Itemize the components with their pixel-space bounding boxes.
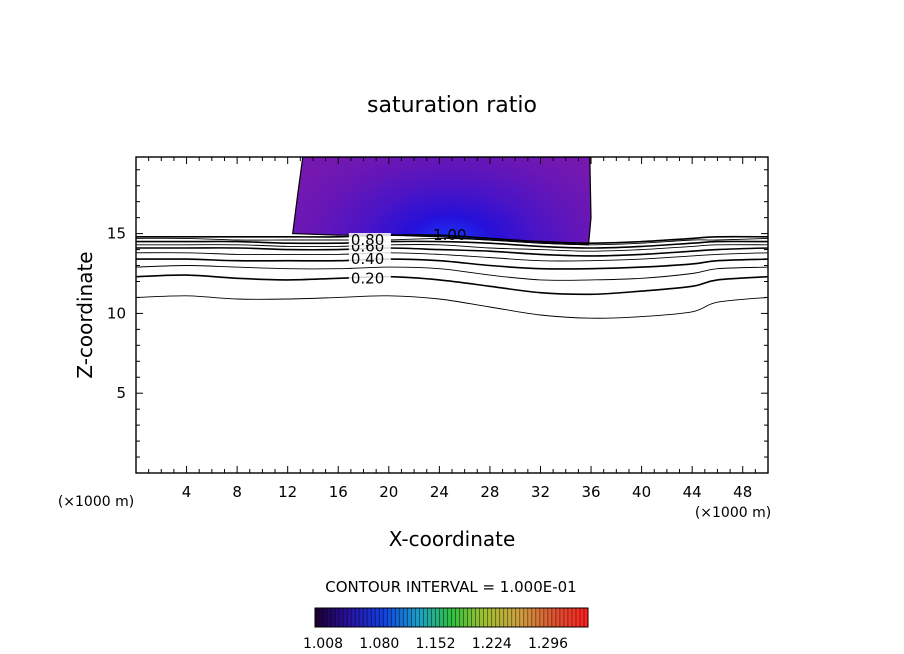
x-tick-label: 20 xyxy=(379,483,398,501)
colorbar-labels: 1.008 1.080 1.152 1.224 1.296 xyxy=(303,636,568,652)
contour-label: 0.40 xyxy=(351,250,384,268)
x-tick-label: 32 xyxy=(531,483,550,501)
contour-label-bg xyxy=(348,232,391,245)
contour-line-0.6 xyxy=(136,247,768,257)
x-unit-left: (×1000 m) xyxy=(58,494,134,510)
contour-label: 0.80 xyxy=(351,231,384,249)
y-tick-label: 15 xyxy=(107,225,126,243)
x-unit-right: (×1000 m) xyxy=(695,505,771,521)
y-tick-label: 5 xyxy=(116,384,126,402)
contour-line-0.4 xyxy=(136,258,768,270)
contour-label-bg xyxy=(348,252,391,265)
contour-line-0.3 xyxy=(136,265,768,281)
contour-line-0.8 xyxy=(136,240,768,249)
x-tick-label: 48 xyxy=(733,483,752,501)
colorbar-tick-label: 1.080 xyxy=(359,636,399,652)
chart-title: saturation ratio xyxy=(367,93,537,118)
x-tick-label: 44 xyxy=(683,483,702,501)
x-tick-label: 24 xyxy=(430,483,449,501)
contour-labels: 0.200.400.600.80 1.00 xyxy=(348,226,466,287)
x-tick-label: 28 xyxy=(480,483,499,501)
x-tick-label: 12 xyxy=(278,483,297,501)
x-tick-label: 36 xyxy=(581,483,600,501)
contour-lines xyxy=(136,234,768,319)
x-tick-label: 40 xyxy=(632,483,651,501)
colorbar-tick-label: 1.008 xyxy=(303,636,343,652)
contour-line-0.9 xyxy=(136,237,768,246)
x-tick-label: 16 xyxy=(329,483,348,501)
contour-interval-text: CONTOUR INTERVAL = 1.000E-01 xyxy=(325,578,576,596)
contour-label: 1.00 xyxy=(433,226,466,244)
y-axis-label: Z-coordinate xyxy=(73,251,97,378)
contour-line-0.1 xyxy=(136,295,768,319)
colorbar-tick-label: 1.152 xyxy=(415,636,455,652)
colorbar-tick-label: 1.296 xyxy=(528,636,568,652)
contour-line-0.7 xyxy=(136,244,768,252)
contour-label-bg xyxy=(348,271,391,284)
x-tick-label: 8 xyxy=(232,483,242,501)
contour-label: 0.20 xyxy=(351,269,384,287)
x-axis-label: X-coordinate xyxy=(389,527,516,551)
contour-line-0.2 xyxy=(136,274,768,296)
colorbar-tick-label: 1.224 xyxy=(472,636,512,652)
y-tick-label: 10 xyxy=(107,304,126,322)
contour-line-1.0 xyxy=(136,234,768,245)
contour-line-0.5 xyxy=(136,252,768,262)
colorbar-stripes xyxy=(318,608,585,627)
x-tick-label: 4 xyxy=(182,483,192,501)
plot-area xyxy=(136,157,768,319)
supersaturated-region xyxy=(292,157,592,246)
